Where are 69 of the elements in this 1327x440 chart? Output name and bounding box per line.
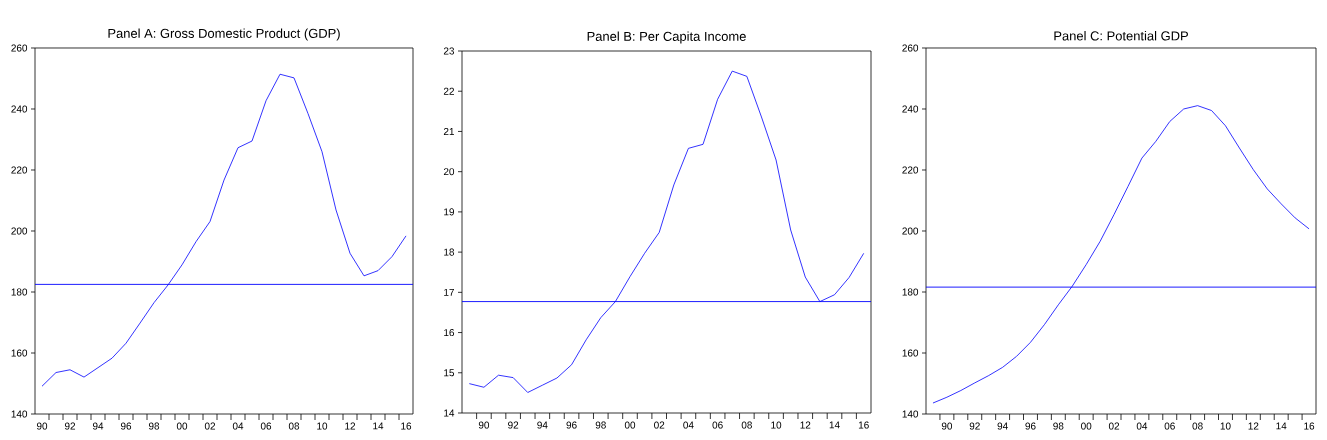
x-tick-label: 02 (654, 421, 665, 429)
x-tick-label: 14 (1276, 422, 1287, 430)
x-tick-label: 96 (1025, 422, 1036, 430)
x-tick-label: 04 (683, 421, 694, 429)
y-tick-label: 17 (444, 288, 454, 296)
x-tick-label: 90 (36, 422, 48, 430)
x-tick-label: 10 (317, 422, 328, 430)
x-tick-label: 00 (1081, 422, 1092, 430)
x-tick-label: 92 (508, 421, 519, 429)
y-tick-label: 140 (902, 410, 919, 418)
x-tick-label: 10 (771, 421, 782, 429)
x-tick-label: 12 (345, 422, 356, 430)
x-tick-label: 12 (1248, 422, 1259, 430)
y-tick-label: 15 (444, 369, 455, 377)
x-tick-label: 08 (1192, 422, 1203, 430)
x-tick-label: 04 (232, 422, 244, 430)
x-tick-label: 92 (969, 422, 980, 430)
y-tick-label: 140 (11, 410, 28, 418)
y-tick-label: 240 (11, 105, 28, 113)
x-tick-label: 16 (401, 422, 412, 430)
y-tick-label: 220 (11, 166, 28, 174)
x-tick-label: 98 (1053, 422, 1064, 430)
x-tick-label: 98 (595, 421, 606, 429)
y-tick-label: 220 (902, 166, 919, 174)
x-tick-label: 06 (712, 421, 723, 429)
y-tick-label: 260 (11, 44, 28, 52)
x-tick-label: 94 (537, 421, 548, 429)
x-tick-label: 10 (1220, 422, 1231, 430)
y-tick-label: 200 (902, 227, 919, 235)
y-tick-label: 19 (444, 208, 455, 216)
chart-title: Panel C: Potential GDP (1054, 30, 1188, 41)
x-tick-label: 06 (1164, 422, 1175, 430)
y-tick-label: 23 (443, 47, 455, 55)
x-tick-label: 94 (92, 422, 104, 430)
x-tick-label: 98 (148, 422, 160, 430)
x-tick-label: 00 (176, 422, 188, 430)
y-tick-label: 14 (444, 409, 455, 417)
x-tick-label: 96 (120, 422, 132, 430)
x-tick-label: 02 (204, 422, 216, 430)
x-tick-label: 14 (829, 421, 840, 429)
x-tick-label: 16 (858, 421, 869, 429)
x-tick-label: 16 (1304, 422, 1315, 430)
y-tick-label: 21 (443, 127, 455, 135)
x-tick-label: 06 (260, 422, 272, 430)
y-tick-label: 160 (902, 349, 919, 357)
x-tick-label: 14 (373, 422, 384, 430)
y-tick-label: 160 (11, 349, 28, 357)
y-tick-label: 20 (443, 168, 455, 176)
x-tick-label: 96 (566, 421, 577, 429)
y-tick-label: 240 (902, 105, 919, 113)
chart-title: Panel B: Per Capita Income (587, 31, 746, 44)
x-tick-label: 90 (941, 422, 953, 430)
x-tick-label: 08 (741, 421, 752, 429)
x-tick-label: 08 (288, 422, 300, 430)
y-tick-label: 180 (902, 288, 919, 296)
x-tick-label: 02 (1108, 422, 1120, 430)
y-tick-label: 16 (444, 329, 455, 337)
y-tick-label: 18 (444, 248, 455, 256)
x-tick-label: 92 (64, 422, 76, 430)
x-tick-label: 00 (624, 421, 636, 429)
x-tick-label: 04 (1136, 422, 1148, 430)
y-tick-label: 180 (11, 288, 28, 296)
x-tick-label: 12 (800, 421, 811, 429)
y-tick-label: 260 (902, 44, 919, 52)
y-tick-label: 200 (11, 227, 28, 235)
y-tick-label: 22 (443, 87, 454, 95)
x-tick-label: 94 (997, 422, 1008, 430)
chart-title: Panel A: Gross Domestic Product (GDP) (108, 28, 340, 41)
x-tick-label: 90 (478, 421, 490, 429)
